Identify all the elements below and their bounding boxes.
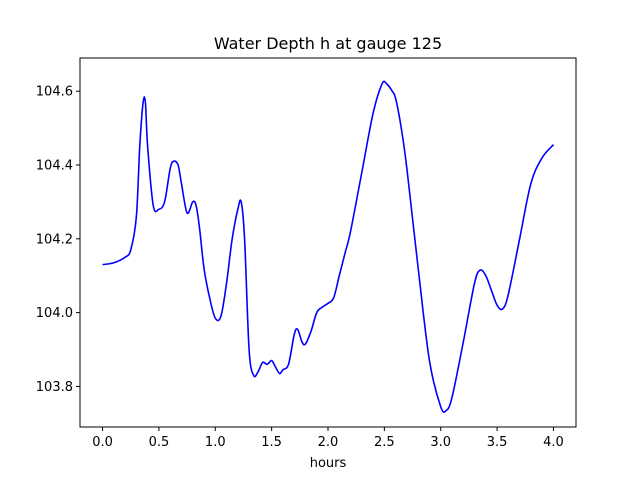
x-tick-label: 3.0 (430, 435, 451, 450)
y-axis: 103.8 104.0 104.2 104.4 104.6 (36, 85, 80, 395)
series-line-0 (102, 80, 555, 414)
x-axis-label: hours (310, 456, 347, 471)
y-tick-label: 104.6 (36, 85, 73, 100)
y-tick-label: 104.4 (36, 159, 73, 174)
chart-title: Water Depth h at gauge 125 (214, 34, 442, 53)
x-tick-label: 4.0 (543, 435, 564, 450)
y-tick-label: 104.0 (36, 306, 73, 321)
x-tick-label: 3.5 (487, 435, 508, 450)
x-tick-label: 1.0 (205, 435, 226, 450)
x-axis: 0.0 0.5 1.0 1.5 2.0 2.5 3.0 3.5 4.0 (92, 427, 564, 450)
x-tick-label: 2.0 (318, 435, 339, 450)
y-tick-label: 104.2 (36, 232, 73, 247)
y-tick-label: 103.8 (36, 380, 73, 395)
x-tick-label: 1.5 (261, 435, 282, 450)
x-tick-label: 0.0 (92, 435, 113, 450)
plot-area (102, 80, 555, 414)
x-tick-label: 0.5 (149, 435, 170, 450)
x-tick-label: 2.5 (374, 435, 395, 450)
